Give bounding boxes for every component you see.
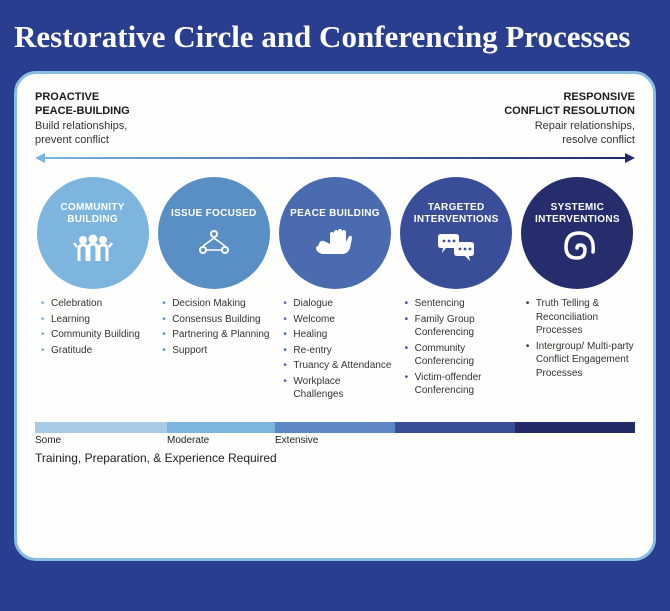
bullet-list: Sentencing Family Group ConferencingCommu… [399, 297, 514, 398]
column-3: PEACE BUILDING Dialogue WelcomeHealing Re-e… [277, 177, 392, 404]
spectrum-left-s2: prevent conflict [35, 133, 130, 147]
bullet-item: Decision Making [162, 297, 271, 311]
gradient-bar [35, 422, 635, 433]
connect-icon [195, 226, 233, 258]
spectrum-left: PROACTIVE PEACE-BUILDING Build relations… [35, 90, 130, 147]
gradient-segment [395, 422, 515, 433]
circle-1: COMMUNITY BUILDING [37, 177, 149, 289]
bullet-item: Workplace Challenges [283, 375, 392, 402]
spectrum-left-s1: Build relationships, [35, 119, 130, 133]
bullet-item: Community Building [41, 328, 150, 342]
spectrum-right-s2: resolve conflict [504, 133, 635, 147]
bullet-item: Community Conferencing [405, 342, 514, 369]
spectrum-labels: PROACTIVE PEACE-BUILDING Build relations… [35, 90, 635, 147]
bullet-item: Healing [283, 328, 392, 342]
spectrum-left-h2: PEACE-BUILDING [35, 104, 130, 118]
main-title: Restorative Circle and Conferencing Proc… [14, 18, 656, 55]
bullet-item: Sentencing [405, 297, 514, 311]
content-card: PROACTIVE PEACE-BUILDING Build relations… [14, 71, 656, 561]
spectrum-right-s1: Repair relationships, [504, 119, 635, 133]
circle-title: TARGETED INTERVENTIONS [408, 202, 504, 226]
gradient-segment [515, 422, 635, 433]
spectrum-left-h1: PROACTIVE [35, 90, 130, 104]
circle-5: SYSTEMIC INTERVENTIONS [521, 177, 633, 289]
spectrum-right: RESPONSIVE CONFLICT RESOLUTION Repair re… [504, 90, 635, 147]
bullet-item: Welcome [283, 313, 392, 327]
column-4: TARGETED INTERVENTIONS Sentencing Family G… [399, 177, 514, 404]
spectrum-arrow [35, 153, 635, 163]
gradient-label: Some [35, 435, 61, 446]
circle-title: COMMUNITY BUILDING [45, 202, 141, 226]
circles-row: COMMUNITY BUILDINGCelebrationLearningCom… [35, 177, 635, 404]
bullet-item: Victim-offender Conferencing [405, 371, 514, 398]
bullet-item: Truancy & Attendance [283, 359, 392, 373]
bullet-list: Dialogue WelcomeHealing Re-entryTruancy & … [277, 297, 392, 402]
circle-4: TARGETED INTERVENTIONS [400, 177, 512, 289]
bullet-item: Learning [41, 313, 150, 327]
arrow-right-icon [625, 153, 635, 163]
bullet-item: Intergroup/ Multi-party Conflict Engagem… [526, 340, 635, 381]
bullet-list: Decision Making Consensus BuildingPartner… [156, 297, 271, 357]
bullet-item: Re-entry [283, 344, 392, 358]
bullet-item: Gratitude [41, 344, 150, 358]
column-2: ISSUE FOCUSED Decision Making Consensus Bu… [156, 177, 271, 404]
circle-title: ISSUE FOCUSED [171, 208, 257, 220]
circle-2: ISSUE FOCUSED [158, 177, 270, 289]
bullet-item: Consensus Building [162, 313, 271, 327]
bullet-list: Truth Telling & Reconciliation Processes… [520, 297, 635, 380]
bullet-item: Truth Telling & Reconciliation Processes [526, 297, 635, 338]
spectrum-right-h1: RESPONSIVE [504, 90, 635, 104]
speech-icon [436, 232, 476, 264]
footer-text: Training, Preparation, & Experience Requ… [35, 451, 635, 465]
circle-title: PEACE BUILDING [290, 208, 380, 220]
people-icon [73, 232, 113, 264]
bullet-item: Celebration [41, 297, 150, 311]
gradient-labels: Some Moderate Extensive [35, 435, 635, 451]
bullet-item: Dialogue [283, 297, 392, 311]
circle-3: PEACE BUILDING [279, 177, 391, 289]
bullet-item: Support [162, 344, 271, 358]
spiral-icon [559, 232, 595, 264]
gradient-label: Extensive [275, 435, 318, 446]
gradient-segment [167, 422, 275, 433]
gradient-segment [275, 422, 395, 433]
arrow-line [43, 157, 627, 159]
gradient-label: Moderate [167, 435, 209, 446]
bullet-item: Family Group Conferencing [405, 313, 514, 340]
bullet-item: Partnering & Planning [162, 328, 271, 342]
column-1: COMMUNITY BUILDING Celebration LearningCom… [35, 177, 150, 404]
infographic-frame: Restorative Circle and Conferencing Proc… [0, 0, 670, 611]
gradient-segment [35, 422, 167, 433]
circle-title: SYSTEMIC INTERVENTIONS [529, 202, 625, 226]
bullet-list: Celebration LearningCommunity Building Gra… [35, 297, 150, 357]
hand-icon [314, 226, 356, 258]
spectrum-right-h2: CONFLICT RESOLUTION [504, 104, 635, 118]
column-5: SYSTEMIC INTERVENTIONS Truth Telling & Re… [520, 177, 635, 404]
